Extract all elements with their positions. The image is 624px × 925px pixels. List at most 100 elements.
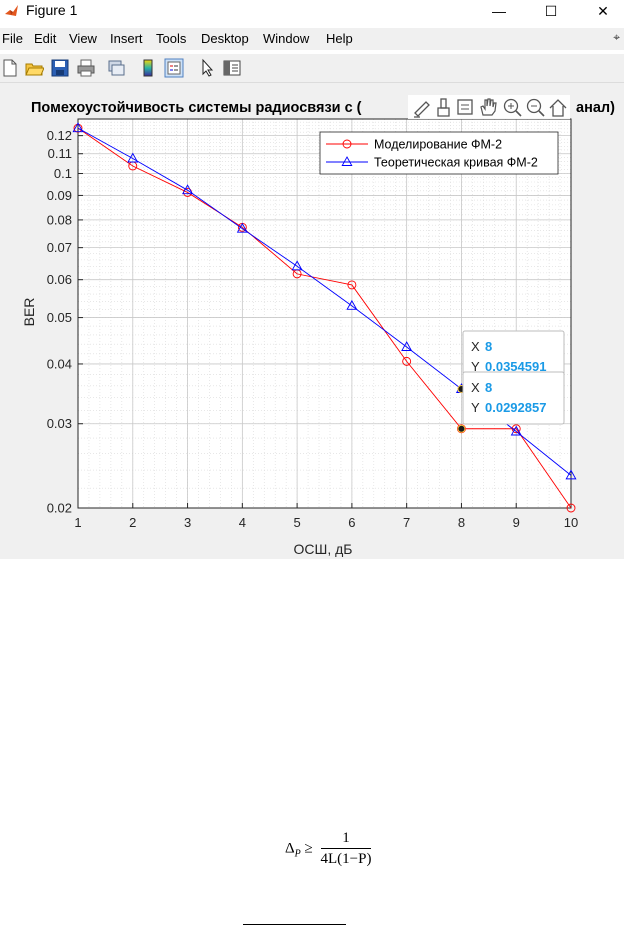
axes-toolbar <box>408 95 570 119</box>
y-axis-label: BER <box>21 298 37 327</box>
series-line-1 <box>77 127 572 509</box>
matlab-logo-icon <box>5 5 18 16</box>
legend-marker-2 <box>341 156 353 166</box>
legend-label-2: Теоретическая кривая ФМ-2 <box>374 156 538 170</box>
chart-title-right: анал) <box>576 100 615 116</box>
datatip-box[interactable] <box>462 371 565 425</box>
formula-numerator: 1 <box>320 830 372 849</box>
legend-marker-1 <box>342 139 352 149</box>
formula-denominator: 4L(1−P) <box>320 851 372 867</box>
x-tick-label: 8 <box>458 515 465 530</box>
series-2-point[interactable] <box>565 469 577 480</box>
datatip-marker[interactable] <box>457 424 466 433</box>
chart-title-left: Помехоустойчивость системы радиосвязи с … <box>31 100 362 116</box>
formula-relation: ≥ <box>304 840 313 857</box>
series-2-point[interactable] <box>127 152 139 163</box>
datatip-x-label: X <box>471 380 480 395</box>
minimize-button[interactable]: — <box>492 3 506 19</box>
formula-lhs-subscript: P <box>294 848 301 860</box>
x-tick-label: 6 <box>348 515 355 530</box>
datatip-y-label: Y <box>471 400 480 415</box>
x-tick-label: 3 <box>184 515 191 530</box>
y-tick-label: 0.11 <box>48 146 72 161</box>
series-2-point[interactable] <box>291 260 303 271</box>
menu-help[interactable]: Help <box>326 31 353 46</box>
home-icon[interactable] <box>549 99 567 117</box>
x-tick-label: 9 <box>513 515 520 530</box>
zoom-in-icon[interactable] <box>503 98 522 117</box>
y-tick-label: 0.02 <box>47 501 72 516</box>
y-tick-label: 0.12 <box>47 128 72 143</box>
colorbar-icon[interactable] <box>138 58 158 78</box>
datatip-y-value: 0.0292857 <box>485 400 546 415</box>
legend-icon[interactable] <box>164 58 184 78</box>
datatip-x-value: 8 <box>485 380 492 395</box>
brush-icon[interactable] <box>437 98 450 117</box>
series-2-point[interactable] <box>510 425 522 436</box>
figure-toolbar <box>0 54 624 83</box>
series-1-point[interactable] <box>347 280 357 290</box>
formula-fraction: 1 4L(1−P) <box>320 830 372 868</box>
y-tick-label: 0.1 <box>54 166 72 181</box>
axis-ticks: 1 2 3 4 5 6 7 8 9 10 0.12 0.11 0.1 0.09 0.08 0.07 0.06 0.… <box>47 128 579 530</box>
y-tick-label: 0.05 <box>47 310 72 325</box>
dock-pin-icon[interactable]: ⌖ <box>613 30 620 44</box>
datatip-y-value: 0.0354591 <box>485 359 546 374</box>
pointer-icon[interactable] <box>198 58 218 78</box>
series-1-point[interactable] <box>566 503 576 513</box>
x-tick-label: 2 <box>129 515 136 530</box>
datatip-y-label: Y <box>471 359 480 374</box>
axes-background[interactable] <box>78 119 571 508</box>
open-file-icon[interactable] <box>24 58 44 78</box>
x-axis-label: ОСШ, дБ <box>294 541 353 557</box>
menu-desktop[interactable]: Desktop <box>201 31 249 46</box>
datatip-x-label: X <box>471 339 480 354</box>
menu-file[interactable]: File <box>2 31 23 46</box>
series-1-point[interactable] <box>73 123 83 133</box>
menu-edit[interactable]: Edit <box>34 31 57 46</box>
series-2-point[interactable] <box>182 184 194 195</box>
series-2-point[interactable] <box>72 122 84 133</box>
property-inspector-icon[interactable] <box>222 58 242 78</box>
pan-icon[interactable] <box>480 98 497 116</box>
window-title: Figure 1 <box>26 2 78 18</box>
data-tips-icon[interactable] <box>457 99 473 115</box>
y-tick-label: 0.04 <box>47 356 72 371</box>
menu-window[interactable]: Window <box>263 31 310 46</box>
x-tick-label: 4 <box>239 515 246 530</box>
figure-canvas: 1 2 3 4 5 6 7 8 9 10 0.12 0.11 0.1 0.09 0.08 0.07 0.06 0.… <box>0 83 624 559</box>
x-tick-label: 5 <box>293 515 300 530</box>
series-1-point[interactable] <box>402 356 412 366</box>
plot-svg: 1 2 3 4 5 6 7 8 9 10 0.12 0.11 0.1 0.09 0.08 0.07 0.06 0.… <box>21 95 615 557</box>
formula-lhs: Δ <box>285 840 295 857</box>
export-icon[interactable] <box>414 101 430 118</box>
axes-box <box>77 118 572 509</box>
datatip-x-value: 8 <box>485 339 492 354</box>
zoom-out-icon[interactable] <box>526 98 545 117</box>
maximize-button[interactable]: ☐ <box>544 2 558 19</box>
series-2-point[interactable] <box>346 299 358 310</box>
save-icon[interactable] <box>50 58 70 78</box>
close-button[interactable]: ✕ <box>597 2 609 19</box>
series-2-point[interactable] <box>236 222 248 233</box>
x-tick-label: 7 <box>403 515 410 530</box>
formula: ΔP ≥ 1 4L(1−P) <box>285 830 372 868</box>
menu-tools[interactable]: Tools <box>156 31 187 46</box>
link-icon[interactable] <box>106 58 126 78</box>
new-figure-icon[interactable] <box>0 58 20 78</box>
x-tick-label: 10 <box>564 515 578 530</box>
menu-bar: File Edit View Insert Tools Desktop Wind… <box>0 28 624 50</box>
series-2-point[interactable] <box>401 341 413 351</box>
y-tick-label: 0.09 <box>47 188 72 203</box>
y-tick-label: 0.07 <box>47 240 72 255</box>
y-tick-label: 0.08 <box>47 212 72 227</box>
y-tick-label: 0.03 <box>47 416 72 431</box>
print-icon[interactable] <box>76 58 96 78</box>
legend-box <box>319 131 559 175</box>
menu-insert[interactable]: Insert <box>110 31 143 46</box>
legend[interactable]: Моделирование ФМ-2 Теоретическая кривая Ф… <box>319 131 559 175</box>
legend-label-1: Моделирование ФМ-2 <box>374 138 502 152</box>
title-bar: Figure 1 — ☐ ✕ <box>0 0 624 22</box>
menu-view[interactable]: View <box>69 31 97 46</box>
